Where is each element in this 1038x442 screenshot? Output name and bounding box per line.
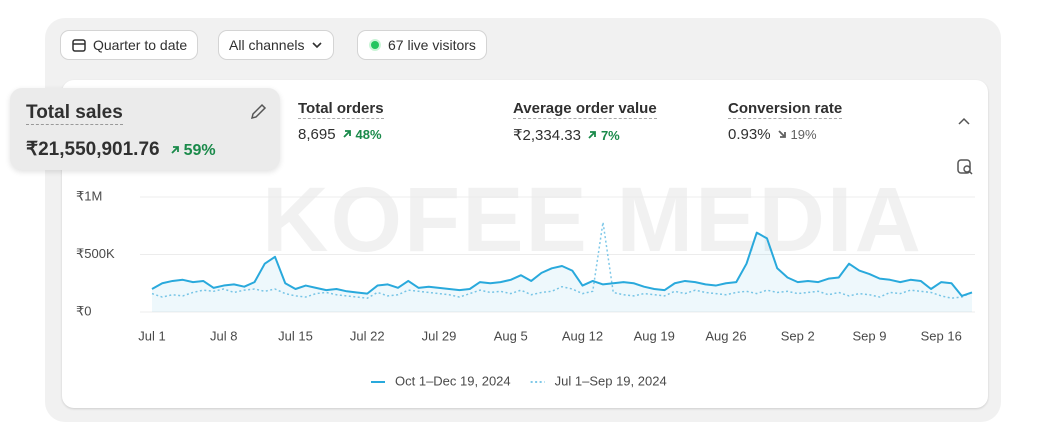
x-tick-label: Sep 16 (921, 328, 962, 343)
trend-arrow (777, 130, 786, 138)
metric-value-row: 8,695 48% (298, 126, 384, 143)
collapse-button[interactable] (956, 115, 972, 129)
change-text: 7% (600, 128, 620, 143)
x-tick-label: Jul 1 (138, 328, 165, 343)
metric-label: Conversion rate (728, 100, 843, 119)
y-tick-label: ₹0 (76, 303, 92, 318)
metric-label: Average order value (513, 100, 657, 119)
filter-label: All channels (229, 37, 305, 53)
metric[interactable]: Conversion rate 0.93% 19% (728, 100, 843, 143)
x-tick-label: Jul 29 (422, 328, 457, 343)
legend-label: Oct 1–Dec 19, 2024 (395, 373, 511, 388)
trend-arrow (342, 130, 351, 138)
live-visitors[interactable]: 67 live visitors (357, 30, 487, 60)
x-tick-label: Aug 12 (562, 328, 603, 343)
metric-value: ₹2,334.33 (513, 127, 581, 144)
metric[interactable]: Average order value ₹2,334.33 7% (513, 100, 657, 144)
inspect-button[interactable] (956, 158, 974, 176)
metric-change: 48% (342, 127, 382, 142)
metric-value-row: ₹21,550,901.76 59% (26, 138, 216, 161)
date-filter[interactable]: Quarter to date (60, 30, 199, 60)
area (152, 232, 972, 312)
filter-label: Quarter to date (93, 37, 188, 53)
metric-change: 7% (587, 128, 620, 143)
y-tick-label: ₹500K (76, 246, 115, 261)
metric-change: 59% (170, 142, 216, 159)
metric-value: 0.93% (728, 126, 771, 143)
x-tick-label: Aug 19 (634, 328, 675, 343)
metric-value-row: 0.93% 19% (728, 126, 842, 143)
y-tick-label: ₹1M (76, 188, 102, 203)
change-text: 19% (790, 127, 817, 142)
metric-value-row: ₹2,334.33 7% (513, 126, 657, 144)
x-tick-label: Jul 15 (278, 328, 313, 343)
x-tick-label: Sep 9 (853, 328, 887, 343)
metric-label: Total sales (26, 102, 123, 125)
trend-arrow (588, 131, 596, 139)
metric-change: 19% (777, 127, 817, 142)
x-tick-label: Aug 5 (494, 328, 528, 343)
x-tick-label: Jul 8 (210, 328, 237, 343)
x-tick-label: Sep 2 (781, 328, 815, 343)
series-line (151, 221, 973, 299)
total-sales-card[interactable]: Total sales ₹21,550,901.76 59% (10, 88, 280, 170)
metric-label: Total orders (298, 100, 384, 119)
series-line (151, 231, 973, 297)
metric-value: 8,695 (298, 126, 336, 143)
x-tick-label: Aug 26 (705, 328, 746, 343)
x-tick-label: Jul 22 (350, 328, 385, 343)
change-text: 59% (183, 142, 216, 159)
channel-filter[interactable]: All channels (218, 30, 334, 60)
metric-value: ₹21,550,901.76 (26, 139, 160, 160)
edit-icon[interactable] (248, 102, 268, 122)
calendar-icon (72, 39, 86, 52)
live-dot (369, 39, 381, 51)
chevron (311, 42, 322, 49)
metric[interactable]: Total orders 8,695 48% (298, 100, 384, 143)
trend-arrow (170, 146, 179, 154)
filter-label: 67 live visitors (388, 37, 476, 53)
legend-label: Jul 1–Sep 19, 2024 (555, 373, 667, 388)
change-text: 48% (355, 127, 382, 142)
